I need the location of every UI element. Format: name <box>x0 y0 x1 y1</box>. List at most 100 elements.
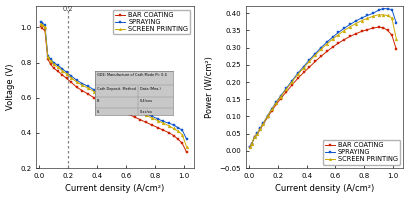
BAR COATING <box>38 24 43 27</box>
BAR COATING <box>365 28 370 31</box>
SCREEN PRINTING <box>353 22 358 25</box>
BAR COATING <box>313 60 318 63</box>
SPRAYING <box>301 65 306 68</box>
SPRAYING <box>180 129 185 132</box>
SPRAYING <box>385 8 390 10</box>
SPRAYING <box>261 122 266 125</box>
SPRAYING <box>389 8 394 11</box>
BAR COATING <box>290 84 294 86</box>
BAR COATING <box>171 134 176 137</box>
SCREEN PRINTING <box>109 98 114 101</box>
SCREEN PRINTING <box>319 48 324 51</box>
SPRAYING <box>80 83 85 85</box>
BAR COATING <box>265 116 270 118</box>
BAR COATING <box>126 113 131 116</box>
SPRAYING <box>175 126 180 129</box>
BAR COATING <box>144 121 148 124</box>
SCREEN PRINTING <box>48 60 53 62</box>
SPRAYING <box>290 79 294 82</box>
SCREEN PRINTING <box>385 14 390 17</box>
BAR COATING <box>394 48 399 50</box>
Line: SCREEN PRINTING: SCREEN PRINTING <box>249 13 398 149</box>
Line: BAR COATING: BAR COATING <box>249 26 398 149</box>
BAR COATING <box>330 46 335 48</box>
SPRAYING <box>86 85 91 88</box>
SCREEN PRINTING <box>261 122 266 125</box>
BAR COATING <box>43 29 47 31</box>
SCREEN PRINTING <box>56 66 61 68</box>
SCREEN PRINTING <box>295 73 300 75</box>
SPRAYING <box>115 99 120 101</box>
Y-axis label: Voltage (V): Voltage (V) <box>6 64 15 110</box>
SCREEN PRINTING <box>103 96 108 98</box>
SCREEN PRINTING <box>376 14 381 16</box>
BAR COATING <box>274 103 279 106</box>
SPRAYING <box>121 102 126 104</box>
SCREEN PRINTING <box>249 143 254 145</box>
SCREEN PRINTING <box>51 63 56 65</box>
SCREEN PRINTING <box>121 104 126 106</box>
SCREEN PRINTING <box>252 136 257 138</box>
BAR COATING <box>51 67 56 69</box>
SCREEN PRINTING <box>336 33 341 36</box>
BAR COATING <box>68 81 73 83</box>
SCREEN PRINTING <box>60 69 65 72</box>
SCREEN PRINTING <box>68 76 73 79</box>
Legend: BAR COATING, SPRAYING, SCREEN PRINTING: BAR COATING, SPRAYING, SCREEN PRINTING <box>323 140 400 165</box>
BAR COATING <box>319 55 324 58</box>
SCREEN PRINTING <box>86 87 91 89</box>
X-axis label: Current density (A/cm²): Current density (A/cm²) <box>65 184 165 193</box>
SPRAYING <box>371 12 375 15</box>
BAR COATING <box>155 126 160 129</box>
BAR COATING <box>92 97 97 99</box>
SPRAYING <box>74 79 79 81</box>
SPRAYING <box>64 71 69 73</box>
BAR COATING <box>284 91 289 93</box>
SCREEN PRINTING <box>301 67 306 69</box>
SCREEN PRINTING <box>389 17 394 19</box>
SPRAYING <box>38 21 43 23</box>
SPRAYING <box>394 22 399 24</box>
BAR COATING <box>376 26 381 28</box>
SCREEN PRINTING <box>92 90 97 93</box>
SCREEN PRINTING <box>115 101 120 103</box>
SPRAYING <box>336 31 341 34</box>
SCREEN PRINTING <box>371 15 375 18</box>
SCREEN PRINTING <box>290 81 294 83</box>
SPRAYING <box>144 112 148 115</box>
SPRAYING <box>313 52 318 55</box>
SCREEN PRINTING <box>307 60 312 62</box>
SPRAYING <box>342 27 346 29</box>
SCREEN PRINTING <box>161 122 166 124</box>
Y-axis label: Power (W/cm²): Power (W/cm²) <box>205 56 214 118</box>
SPRAYING <box>109 97 114 99</box>
Line: SPRAYING: SPRAYING <box>249 7 398 149</box>
SCREEN PRINTING <box>167 125 172 127</box>
Text: 0.2: 0.2 <box>63 6 73 12</box>
SPRAYING <box>43 24 47 26</box>
SPRAYING <box>381 7 386 10</box>
BAR COATING <box>353 33 358 35</box>
BAR COATING <box>138 119 143 121</box>
SCREEN PRINTING <box>74 81 79 83</box>
BAR COATING <box>115 108 120 110</box>
SPRAYING <box>319 46 324 49</box>
SPRAYING <box>132 107 137 109</box>
SCREEN PRINTING <box>138 111 143 114</box>
SPRAYING <box>258 127 263 130</box>
SPRAYING <box>252 136 257 138</box>
SCREEN PRINTING <box>180 134 185 136</box>
BAR COATING <box>109 105 114 108</box>
SCREEN PRINTING <box>284 88 289 90</box>
SPRAYING <box>149 115 154 117</box>
SCREEN PRINTING <box>258 127 263 130</box>
SCREEN PRINTING <box>132 109 137 111</box>
SCREEN PRINTING <box>342 29 346 32</box>
BAR COATING <box>64 77 69 80</box>
SCREEN PRINTING <box>359 20 364 22</box>
BAR COATING <box>80 90 85 92</box>
BAR COATING <box>45 58 50 60</box>
SCREEN PRINTING <box>248 146 253 148</box>
Legend: BAR COATING, SPRAYING, SCREEN PRINTING: BAR COATING, SPRAYING, SCREEN PRINTING <box>113 10 191 34</box>
SPRAYING <box>92 89 97 91</box>
